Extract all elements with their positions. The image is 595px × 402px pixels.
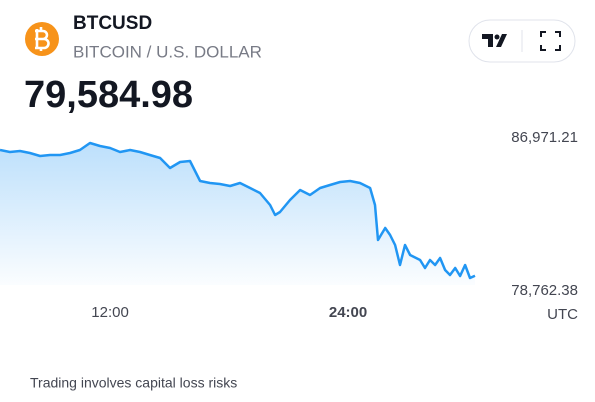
y-tick-label: 86,971.21 — [511, 129, 578, 146]
plot: 78,762.38 86,971.21 12:00 24:00 UTC — [0, 129, 578, 323]
x-axis-label: UTC — [547, 306, 578, 323]
area — [0, 143, 475, 285]
price: 79,584.98 — [24, 74, 193, 116]
x-tick-label: 24:00 — [329, 304, 367, 321]
symbol: BTCUSD — [73, 13, 152, 34]
description: BITCOIN / U.S. DOLLAR — [73, 42, 262, 61]
y-tick-label: 78,762.38 — [511, 282, 578, 299]
x-tick-label: 12:00 — [91, 304, 129, 321]
tradingview-button[interactable] — [482, 34, 507, 47]
fullscreen-button[interactable] — [540, 31, 561, 51]
risk-note: Trading involves capital loss risks — [30, 375, 237, 391]
btc-icon — [25, 22, 59, 56]
price-line — [0, 141, 476, 280]
